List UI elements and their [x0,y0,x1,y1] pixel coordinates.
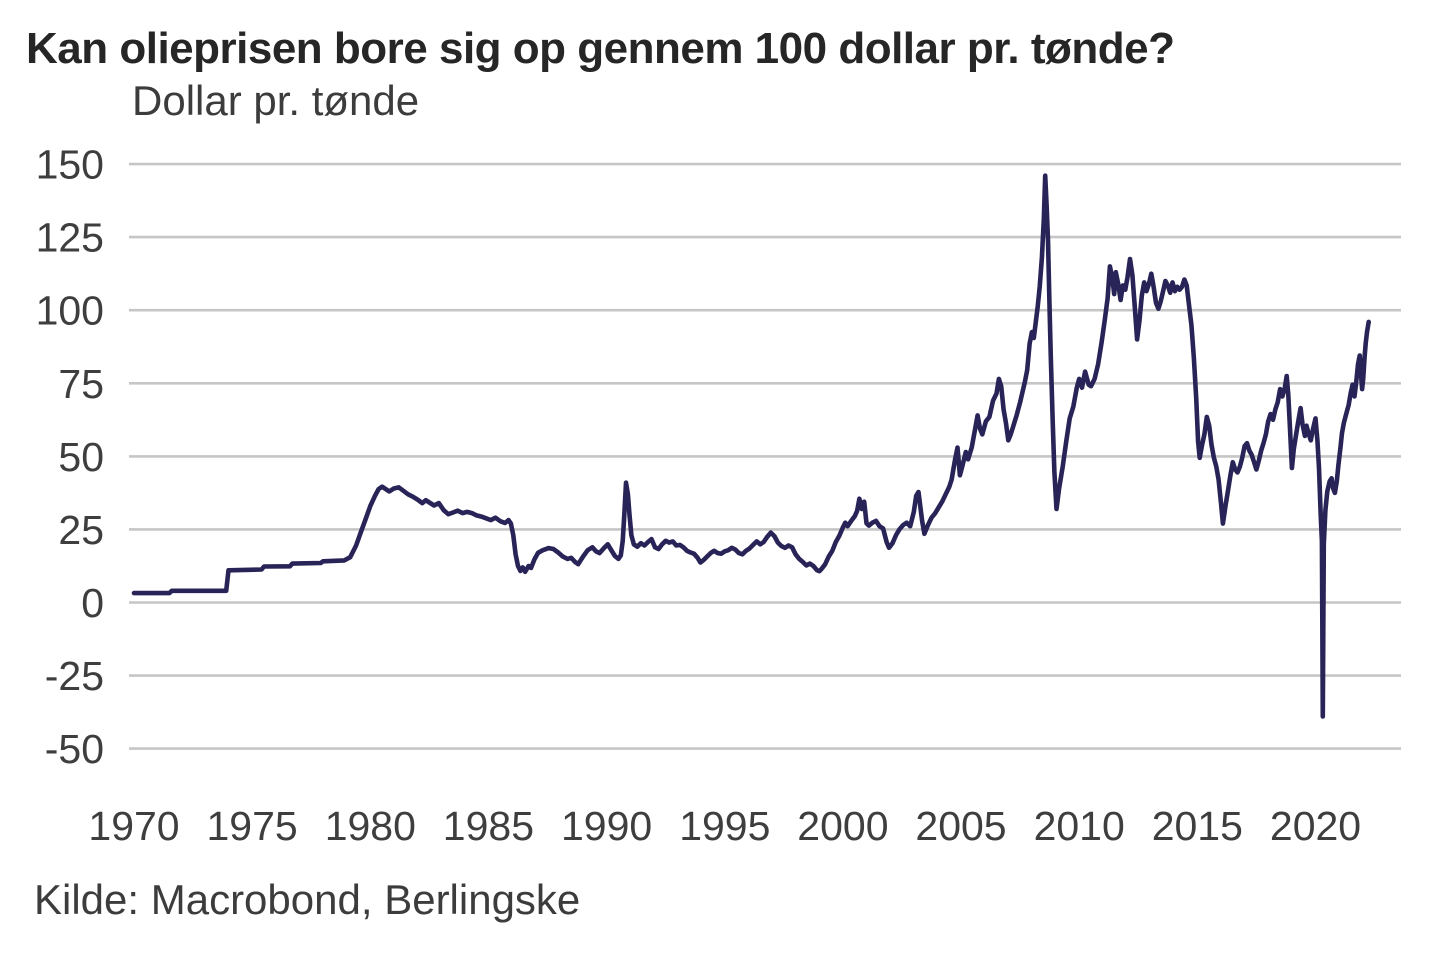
y-tick-label: 50 [58,434,104,480]
x-tick-label: 1975 [206,803,297,849]
x-tick-label: 2005 [915,803,1006,849]
x-tick-label: 1970 [88,803,179,849]
x-tick-label: 2010 [1034,803,1125,849]
x-tick-label: 1995 [679,803,770,849]
x-tick-label: 1990 [561,803,652,849]
y-axis-unit-label: Dollar pr. tønde [132,77,420,124]
oil-price-line [131,173,1371,719]
y-tick-label: 100 [36,288,104,334]
y-tick-label: 75 [58,361,104,407]
y-tick-label: 25 [58,507,104,553]
chart-title: Kan olieprisen bore sig op gennem 100 do… [26,24,1175,73]
x-tick-label: 2015 [1152,803,1243,849]
x-tick-label: 2020 [1270,803,1361,849]
y-tick-label: -25 [45,653,104,699]
x-tick-label: 1985 [443,803,534,849]
y-tick-label: 0 [81,580,104,626]
y-tick-label: 150 [36,142,104,188]
y-tick-label: 125 [36,215,104,261]
x-tick-label: 1980 [325,803,416,849]
y-tick-label: -50 [45,726,104,772]
source-attribution: Kilde: Macrobond, Berlingske [34,876,581,923]
x-tick-label: 2000 [797,803,888,849]
